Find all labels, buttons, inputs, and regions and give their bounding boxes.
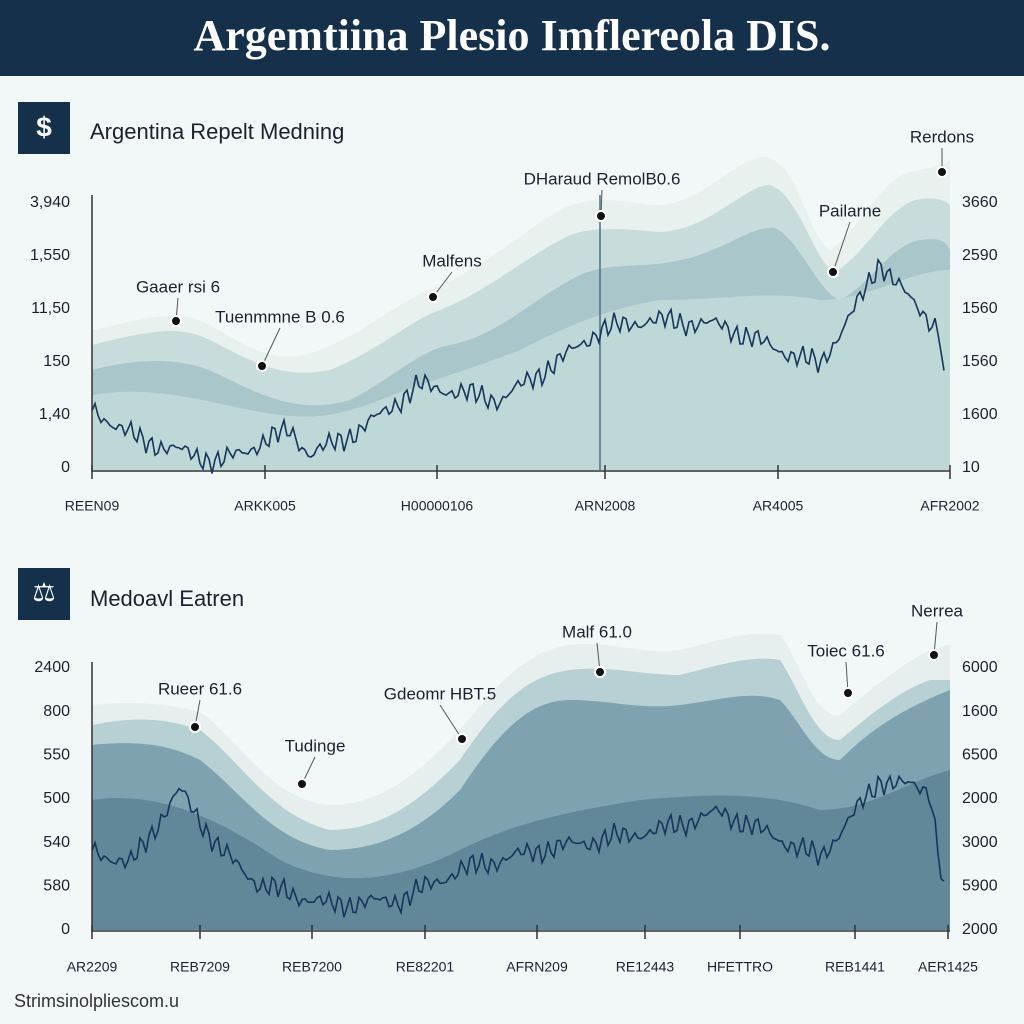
y-tick-label: 150	[43, 353, 70, 370]
x-tick-label: RE12443	[616, 959, 675, 975]
annotation-dot	[936, 166, 948, 178]
annotation-dot	[595, 210, 607, 222]
trend-line	[91, 257, 945, 474]
annotation-dot	[456, 733, 468, 745]
y-tick-label: 580	[43, 878, 70, 895]
annotation-dot	[170, 315, 182, 327]
trend-line	[91, 773, 945, 918]
x-tick-label: AFRN209	[506, 959, 568, 975]
annotation-dot	[594, 666, 606, 678]
x-tick-label: HFETTRO	[707, 959, 773, 975]
y-tick-label: 540	[43, 834, 70, 851]
x-tick-label: ARN2008	[575, 498, 636, 514]
y2-tick-label: 3660	[962, 194, 998, 211]
x-tick-label: RE82201	[396, 959, 455, 975]
x-tick-label: REEN09	[65, 498, 120, 514]
x-tick-label: H00000106	[401, 498, 474, 514]
y-tick-label: 1,550	[30, 247, 70, 264]
annotation: Nerrea	[911, 601, 964, 620]
panel-icon: $	[36, 111, 52, 142]
y2-tick-label: 1560	[962, 300, 998, 317]
annotation-dot	[842, 687, 854, 699]
y2-tick-label: 1560	[962, 353, 998, 370]
y-tick-label: 800	[43, 703, 70, 720]
annotation: Gaaer rsi 6	[136, 277, 220, 296]
y-tick-label: 500	[43, 790, 70, 807]
y2-tick-label: 2000	[962, 921, 998, 938]
plot-area	[91, 157, 950, 474]
annotation: Malfens	[422, 251, 482, 270]
annotation: DHaraud RemolB0.6	[524, 169, 681, 188]
annotation-dot	[256, 360, 268, 372]
x-tick-label: REB7209	[170, 959, 230, 975]
y2-tick-label: 10	[962, 459, 980, 476]
y2-tick-label: 6500	[962, 747, 998, 764]
annotation-dot	[827, 266, 839, 278]
annotation: Tudinge	[285, 736, 346, 755]
y-tick-label: 3,940	[30, 194, 70, 211]
x-tick-label: REB1441	[825, 959, 885, 975]
annotation-dot	[427, 291, 439, 303]
annotation: Tuenmmne B 0.6	[215, 307, 345, 326]
x-tick-label: AR4005	[753, 498, 804, 514]
x-tick-label: ARKK005	[234, 498, 296, 514]
y2-tick-label: 3000	[962, 834, 998, 851]
y2-tick-label: 1600	[962, 703, 998, 720]
y-tick-label: 550	[43, 747, 70, 764]
band-base	[92, 270, 950, 470]
annotation-dot	[928, 649, 940, 661]
annotation: Pailarne	[819, 201, 881, 220]
annotation-leader	[261, 327, 281, 367]
x-tick-label: AFR2002	[920, 498, 979, 514]
header-title: Argemtiina Plesio Imflereola DIS.	[193, 11, 830, 60]
x-tick-label: REB7200	[282, 959, 342, 975]
panel-icon-box	[18, 102, 70, 154]
annotation-dot	[296, 778, 308, 790]
panel-icon-box	[18, 568, 70, 620]
y2-tick-label: 2590	[962, 247, 998, 264]
y2-tick-label: 5900	[962, 878, 998, 895]
y-tick-label: 1,40	[39, 406, 70, 423]
x-tick-label: AER1425	[918, 959, 978, 975]
panel-title: Argentina Repelt Medning	[90, 119, 344, 144]
annotation: Rueer 61.6	[158, 679, 242, 698]
band-base	[92, 770, 950, 930]
x-tick-label: AR2209	[67, 959, 118, 975]
annotation-dot	[189, 721, 201, 733]
y-tick-label: 0	[61, 921, 70, 938]
panel-icon: ⚖	[32, 577, 55, 607]
y-tick-label: 11,50	[31, 300, 70, 317]
annotation: Malf 61.0	[562, 622, 632, 641]
annotation-leader	[439, 704, 463, 740]
footer-text: Strimsinolpliescom.u	[14, 991, 179, 1011]
y2-tick-label: 6000	[962, 659, 998, 676]
header-bar	[0, 0, 1024, 76]
y2-tick-label: 1600	[962, 406, 998, 423]
y-tick-label: 2400	[34, 659, 70, 676]
y-tick-label: 0	[61, 459, 70, 476]
annotation-leader	[832, 221, 851, 273]
plot-area	[91, 633, 950, 932]
annotation: Toiec 61.6	[807, 641, 885, 660]
annotation: Rerdons	[910, 127, 974, 146]
annotation: Gdeomr HBT.5	[384, 684, 496, 703]
panel-title: Medoavl Eatren	[90, 586, 244, 611]
y2-tick-label: 2000	[962, 790, 998, 807]
